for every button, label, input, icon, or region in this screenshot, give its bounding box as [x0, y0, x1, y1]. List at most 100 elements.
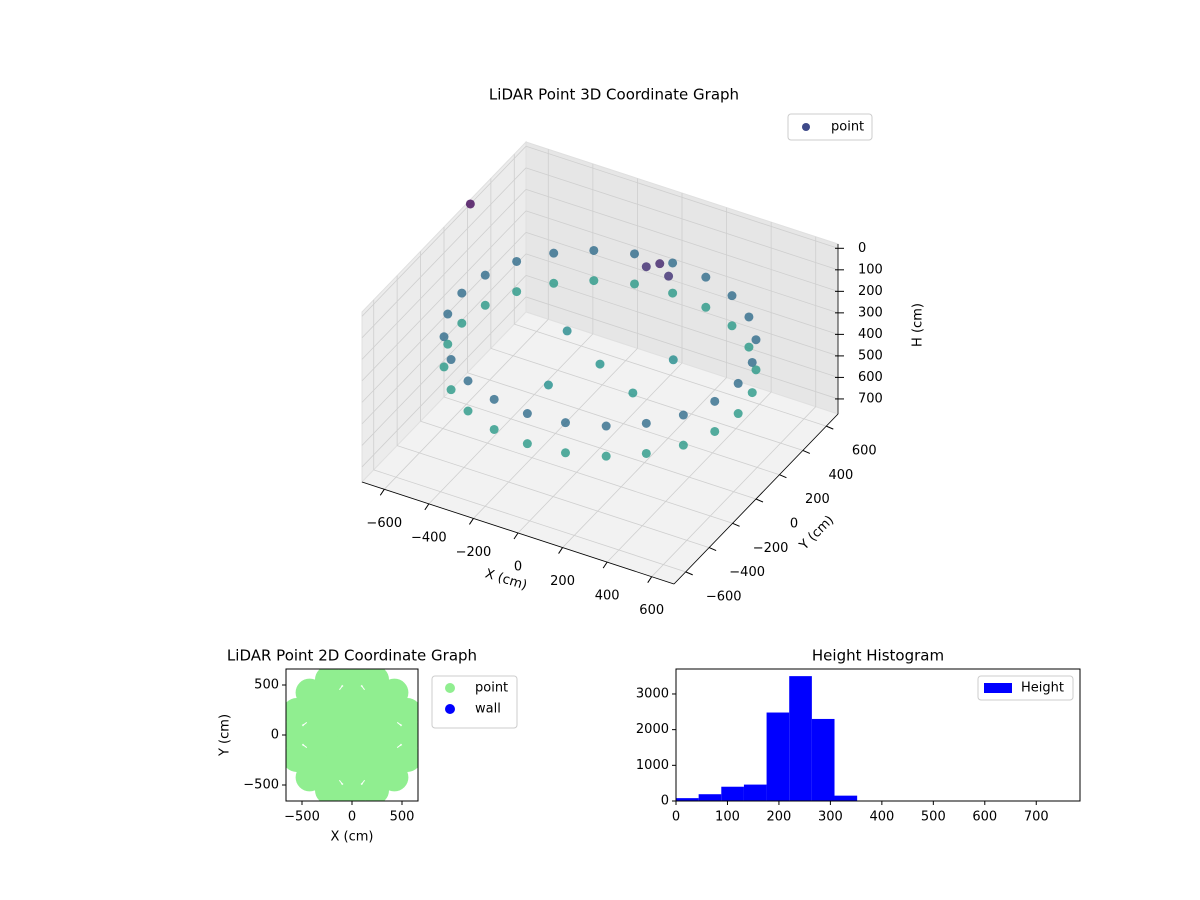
point	[443, 339, 453, 349]
point	[439, 362, 449, 372]
y-tick	[685, 571, 693, 576]
x-tick-label: 600	[972, 810, 997, 825]
point	[668, 258, 678, 268]
x-tick-label: 700	[1024, 810, 1049, 825]
legend-label: point	[831, 120, 864, 135]
x-tick-label: −400	[411, 530, 447, 545]
x-tick-label: 500	[921, 810, 946, 825]
y-axis-line	[673, 413, 839, 585]
point	[733, 409, 743, 419]
point	[549, 248, 559, 258]
point	[630, 279, 640, 289]
point	[701, 302, 711, 312]
point	[641, 448, 651, 458]
grid-line	[361, 296, 527, 468]
point	[678, 410, 688, 420]
point	[601, 421, 611, 431]
legend-label: point	[475, 681, 508, 696]
point	[522, 409, 532, 419]
point	[727, 291, 737, 301]
grid-line	[525, 253, 839, 357]
x-tick-label: 400	[869, 810, 894, 825]
point	[562, 326, 572, 336]
x-tick	[513, 532, 519, 540]
y-tick-label: 2000	[636, 722, 669, 737]
point	[560, 418, 570, 428]
y-tick-label: 0	[790, 517, 798, 532]
y-tick-label: −400	[729, 565, 765, 580]
z-axis-title: H (cm)	[911, 303, 926, 347]
bar	[766, 712, 790, 801]
y-tick-label: 400	[828, 468, 853, 483]
point	[744, 342, 754, 352]
point	[668, 355, 678, 365]
x-tick-label: −600	[366, 516, 402, 531]
point	[630, 249, 640, 259]
z-tick-label: 0	[858, 241, 866, 256]
x-tick-label: 0	[672, 810, 680, 825]
z-tick-label: 600	[858, 370, 883, 385]
x-tick-label: 100	[715, 810, 740, 825]
point	[393, 744, 418, 772]
point	[446, 385, 456, 395]
point	[727, 321, 737, 331]
legend-box	[977, 675, 1074, 701]
y-tick	[755, 498, 764, 503]
y-tick-label: −200	[753, 541, 789, 556]
grid-line	[420, 420, 733, 524]
z-tick-label: 300	[858, 305, 883, 320]
legend-box	[787, 113, 873, 141]
point	[446, 355, 456, 365]
x-axis-line	[361, 481, 675, 585]
y-tick	[779, 474, 787, 479]
grid-line	[514, 323, 827, 427]
grid-line	[361, 146, 527, 317]
point	[710, 426, 720, 436]
point	[641, 262, 651, 272]
point	[560, 448, 570, 458]
bar	[721, 786, 744, 801]
grid-line	[361, 232, 527, 403]
grid-line	[525, 296, 839, 400]
point	[628, 388, 638, 398]
y-tick-label: 0	[661, 794, 669, 809]
point	[744, 312, 754, 322]
point	[549, 278, 559, 288]
grid-line	[525, 210, 839, 314]
grid-line	[525, 275, 839, 378]
legend-swatch	[984, 683, 1012, 693]
x-axis-title: X (cm)	[331, 830, 374, 845]
y-tick	[802, 449, 811, 454]
point	[361, 669, 389, 694]
point	[286, 721, 306, 749]
grid-line	[467, 372, 780, 476]
y-tick-label: 3000	[636, 686, 669, 701]
point	[463, 376, 473, 386]
x-tick	[469, 518, 474, 525]
point	[710, 396, 720, 406]
x-tick-label: −500	[284, 810, 320, 825]
x-tick-label: 600	[639, 603, 664, 618]
bar	[789, 676, 812, 801]
x-tick	[379, 489, 385, 496]
z-tick-label: 100	[858, 262, 883, 277]
point	[751, 365, 761, 375]
y-tick-label: −500	[243, 778, 279, 793]
bar	[743, 784, 767, 801]
y-tick-label: 200	[805, 492, 830, 507]
y-axis-title: Y (cm)	[218, 714, 233, 757]
point	[701, 272, 711, 282]
point	[463, 406, 473, 416]
point	[522, 439, 532, 449]
grid-line	[373, 469, 686, 573]
point	[439, 332, 449, 342]
point	[641, 418, 651, 428]
point	[595, 359, 605, 369]
grid-line	[525, 188, 839, 292]
y-tick	[732, 522, 740, 527]
grid-line	[361, 167, 527, 339]
point	[751, 335, 761, 345]
x-tick-label: −200	[456, 545, 492, 560]
point	[489, 394, 499, 404]
